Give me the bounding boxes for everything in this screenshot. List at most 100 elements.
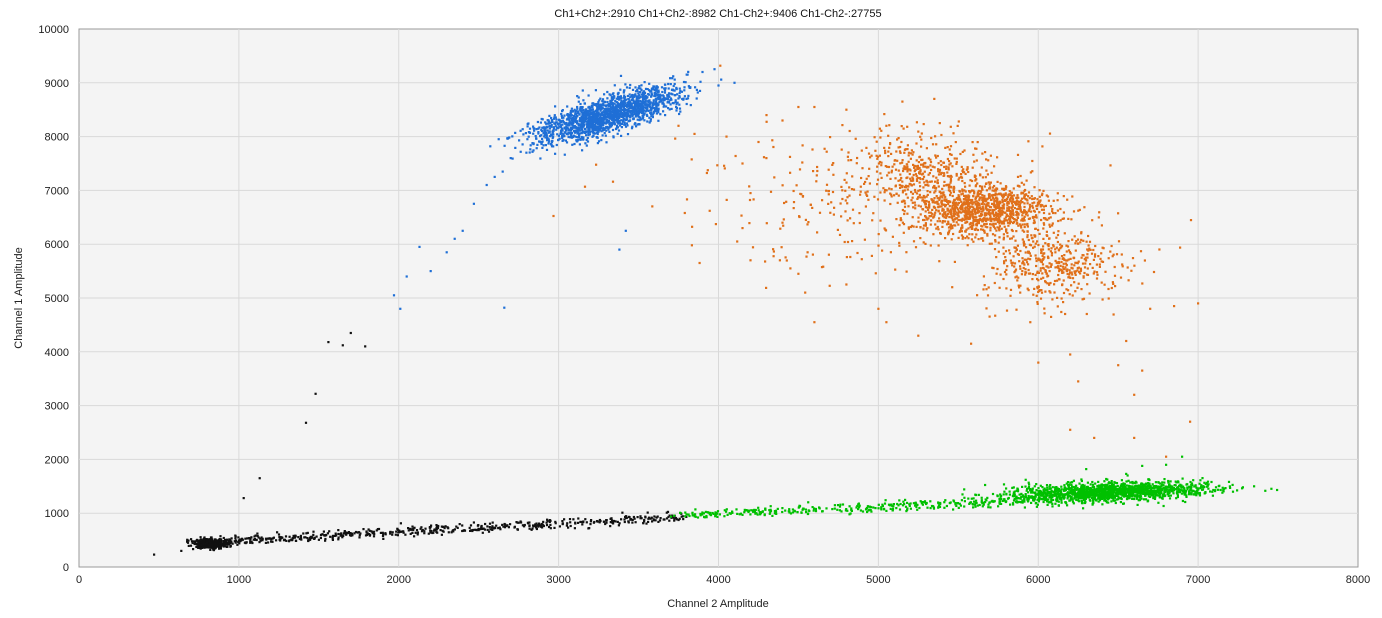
data-point bbox=[868, 508, 871, 511]
data-point bbox=[1221, 491, 1224, 494]
data-point bbox=[1169, 487, 1172, 490]
data-point bbox=[650, 111, 653, 114]
data-point bbox=[210, 539, 213, 543]
data-point bbox=[251, 541, 254, 545]
data-point bbox=[1127, 489, 1130, 492]
data-point bbox=[508, 136, 511, 139]
data-point bbox=[1162, 487, 1165, 490]
data-point bbox=[473, 528, 476, 531]
data-point bbox=[626, 111, 629, 114]
data-point bbox=[709, 514, 713, 517]
data-point bbox=[1013, 490, 1016, 493]
data-point bbox=[741, 513, 744, 516]
data-point bbox=[1078, 495, 1081, 498]
data-point bbox=[1107, 493, 1110, 496]
data-point bbox=[580, 118, 583, 121]
data-point bbox=[1082, 490, 1085, 493]
data-point bbox=[597, 126, 600, 129]
data-point bbox=[528, 527, 531, 530]
data-point bbox=[699, 512, 702, 515]
data-point bbox=[884, 499, 887, 502]
data-point bbox=[202, 542, 205, 546]
data-point bbox=[597, 105, 600, 109]
data-point bbox=[648, 89, 651, 92]
data-point bbox=[753, 510, 756, 514]
data-point bbox=[583, 118, 586, 121]
data-point bbox=[1020, 495, 1023, 498]
data-point bbox=[589, 523, 592, 526]
data-point bbox=[1112, 484, 1115, 487]
data-point bbox=[630, 127, 634, 130]
data-point bbox=[659, 100, 662, 103]
data-point bbox=[544, 121, 547, 124]
data-point bbox=[1093, 497, 1096, 500]
data-point bbox=[675, 107, 678, 110]
data-point bbox=[1094, 490, 1097, 493]
data-point bbox=[598, 99, 601, 102]
data-point bbox=[623, 97, 626, 101]
data-point bbox=[1035, 207, 1038, 210]
data-point bbox=[623, 123, 626, 126]
data-point bbox=[1177, 487, 1180, 490]
data-point bbox=[519, 520, 522, 523]
data-point bbox=[973, 201, 976, 204]
data-point bbox=[1045, 500, 1049, 503]
data-point bbox=[563, 518, 566, 521]
data-point bbox=[1026, 488, 1029, 491]
data-point bbox=[1115, 498, 1118, 501]
data-point bbox=[581, 123, 584, 126]
data-point bbox=[615, 116, 619, 119]
data-point bbox=[606, 90, 609, 94]
data-point bbox=[258, 541, 261, 544]
data-point bbox=[1160, 485, 1163, 488]
data-point bbox=[546, 518, 549, 521]
data-point bbox=[601, 103, 604, 106]
data-point bbox=[587, 132, 590, 135]
data-point bbox=[1037, 493, 1041, 496]
data-point bbox=[1120, 487, 1123, 490]
data-point bbox=[974, 198, 977, 201]
data-point bbox=[1047, 199, 1050, 202]
data-point bbox=[1103, 495, 1106, 498]
data-point bbox=[665, 517, 669, 520]
data-point bbox=[593, 114, 596, 117]
data-point bbox=[1013, 497, 1016, 500]
data-point bbox=[576, 110, 580, 113]
data-point bbox=[198, 539, 201, 542]
data-point bbox=[1021, 501, 1024, 504]
data-point bbox=[648, 121, 651, 124]
data-point bbox=[1147, 478, 1150, 481]
data-point bbox=[586, 110, 589, 113]
data-point bbox=[996, 180, 999, 183]
data-point bbox=[1188, 492, 1191, 495]
data-point bbox=[479, 528, 482, 531]
data-point bbox=[514, 131, 517, 134]
data-point bbox=[1114, 492, 1118, 495]
data-point bbox=[456, 526, 459, 529]
data-point bbox=[568, 518, 572, 521]
data-point bbox=[1159, 482, 1162, 485]
data-point bbox=[1097, 216, 1100, 219]
data-point bbox=[991, 208, 994, 211]
data-point bbox=[673, 518, 676, 521]
data-point bbox=[1228, 485, 1231, 488]
data-point bbox=[555, 118, 558, 121]
data-point bbox=[554, 520, 557, 523]
data-point bbox=[1158, 485, 1161, 488]
data-point bbox=[574, 522, 577, 525]
data-point bbox=[1010, 215, 1013, 218]
data-point bbox=[652, 112, 655, 115]
data-point bbox=[582, 111, 585, 114]
data-point bbox=[596, 142, 599, 145]
data-point bbox=[941, 215, 945, 218]
data-point bbox=[569, 132, 572, 135]
data-point bbox=[588, 133, 591, 136]
data-point bbox=[461, 229, 464, 232]
data-point bbox=[698, 89, 702, 92]
data-point bbox=[606, 107, 609, 110]
data-point bbox=[701, 511, 704, 514]
data-point bbox=[1052, 199, 1055, 202]
data-point bbox=[549, 142, 552, 146]
data-point bbox=[856, 504, 859, 508]
data-point bbox=[584, 142, 587, 145]
